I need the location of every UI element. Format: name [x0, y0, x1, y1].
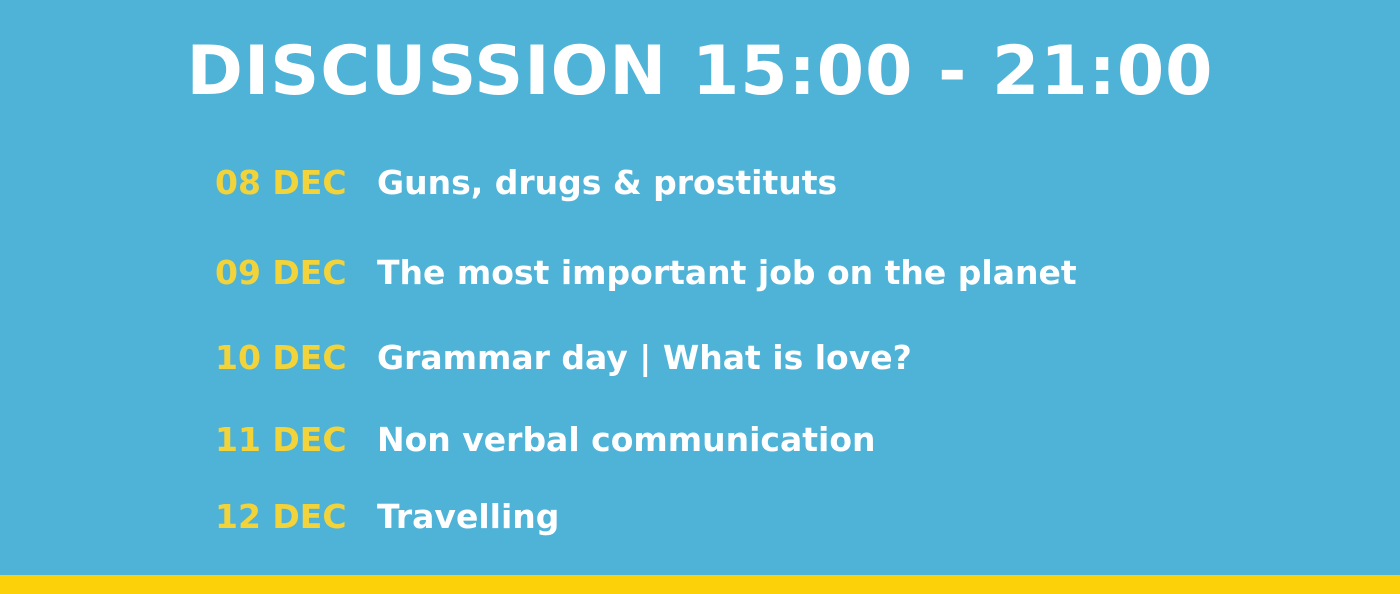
schedule-topic: Travelling: [377, 497, 560, 536]
bottom-accent-bar: [0, 575, 1400, 594]
schedule-topic: Non verbal communication: [377, 420, 876, 459]
schedule-date: 08 DEC: [215, 163, 347, 202]
schedule-date: 10 DEC: [215, 338, 347, 377]
schedule-date: 11 DEC: [215, 420, 347, 459]
schedule-topic: The most important job on the planet: [377, 253, 1077, 292]
page-title: DISCUSSION 15:00 - 21:00: [186, 32, 1214, 111]
schedule-topic: Grammar day | What is love?: [377, 338, 912, 377]
schedule-date: 09 DEC: [215, 253, 347, 292]
schedule-date: 12 DEC: [215, 497, 347, 536]
schedule-topic: Guns, drugs & prostituts: [377, 163, 838, 202]
